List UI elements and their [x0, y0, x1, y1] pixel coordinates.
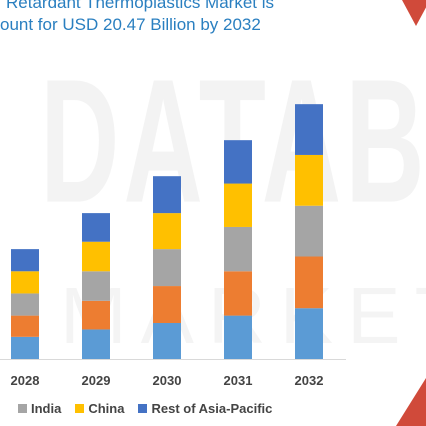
chart-title-line-1: Retardant Thermoplastics Market is: [6, 0, 275, 12]
x-tick-label-2032: 2032: [295, 373, 324, 388]
bar-segment-2030-s1: [153, 286, 181, 323]
bar-segment-2032-s0: [295, 308, 323, 359]
decorative-triangle-bottom: [396, 378, 426, 426]
bar-segment-2031-s1: [224, 271, 252, 316]
bar-segment-2029-s2: [82, 271, 110, 301]
legend-item: China: [75, 401, 124, 416]
legend-swatch: [138, 404, 148, 413]
bar-segment-2028-s4: [11, 249, 39, 272]
legend-item: India: [18, 401, 61, 416]
x-tick-label-2029: 2029: [82, 373, 111, 388]
decorative-triangle-top: [402, 0, 426, 26]
legend-swatch: [18, 404, 27, 413]
legend-swatch: [75, 404, 85, 413]
bar-segment-2028-s1: [11, 315, 39, 337]
bar-segment-2029-s1: [82, 300, 110, 330]
bar-segment-2030-s0: [153, 322, 181, 359]
chart-title-line-2: ount for USD 20.47 Billion by 2032: [0, 15, 261, 34]
bar-segment-2030-s3: [153, 213, 181, 250]
legend-item: Rest of Asia-Pacific: [138, 401, 272, 416]
bar-segment-2032-s1: [295, 256, 323, 309]
bar-segment-2030-s2: [153, 249, 181, 287]
bar-segment-2032-s3: [295, 154, 323, 206]
bar-segment-2029-s3: [82, 241, 110, 272]
x-tick-label-2028: 2028: [11, 373, 40, 388]
x-tick-label-2031: 2031: [224, 373, 253, 388]
chart-title: Retardant Thermoplastics Market is ount …: [0, 0, 300, 36]
legend-label: China: [88, 401, 125, 416]
bar-segment-2028-s2: [11, 293, 39, 316]
x-tick-label-2030: 2030: [153, 373, 182, 388]
bar-segment-2029-s4: [82, 213, 110, 242]
bar-segment-2031-s3: [224, 183, 252, 227]
bar-segment-2028-s3: [11, 271, 39, 294]
bar-segment-2029-s0: [82, 329, 110, 359]
bar-segment-2031-s2: [224, 226, 252, 272]
chart-legend: India China Rest of Asia-Pacific: [18, 401, 286, 416]
legend-label: Rest of Asia-Pacific: [151, 401, 273, 416]
bar-segment-2028-s0: [11, 336, 39, 359]
bar-segment-2031-s4: [224, 140, 252, 184]
legend-label: India: [31, 401, 62, 416]
bar-segment-2032-s4: [295, 104, 323, 155]
bar-segment-2031-s0: [224, 315, 252, 359]
bar-segment-2032-s2: [295, 205, 323, 257]
bar-segment-2030-s4: [153, 176, 181, 214]
